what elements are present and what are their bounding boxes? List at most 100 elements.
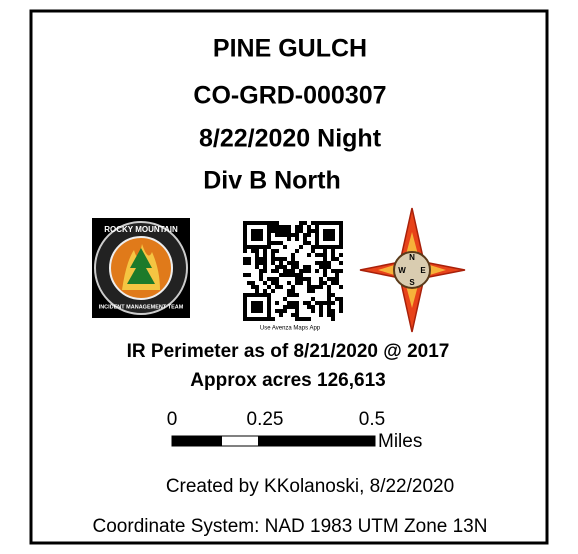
qr-module	[311, 245, 315, 249]
qr-module	[263, 221, 267, 225]
qr-module	[307, 301, 311, 305]
qr-module	[279, 229, 283, 233]
qr-module	[255, 253, 259, 257]
qr-module	[307, 253, 311, 257]
qr-module	[271, 317, 275, 321]
qr-module	[307, 289, 311, 293]
qr-caption: Use Avenza Maps App	[260, 326, 321, 332]
qr-module	[307, 269, 311, 273]
qr-module	[267, 229, 271, 233]
qr-module	[299, 221, 303, 225]
qr-module	[251, 281, 255, 285]
qr-module	[275, 277, 279, 281]
qr-module	[327, 237, 331, 241]
qr-module	[299, 269, 303, 273]
qr-module	[255, 221, 259, 225]
qr-module	[255, 237, 259, 241]
qr-module	[243, 225, 247, 229]
qr-module	[327, 289, 331, 293]
qr-module	[283, 245, 287, 249]
qr-module	[255, 309, 259, 313]
qr-module	[307, 225, 311, 229]
qr-module	[303, 237, 307, 241]
qr-module	[251, 221, 255, 225]
qr-module	[331, 309, 335, 313]
qr-module	[323, 229, 327, 233]
qr-module	[283, 225, 287, 229]
scale-label: 0	[167, 409, 178, 430]
qr-module	[255, 257, 259, 261]
qr-module	[267, 237, 271, 241]
qr-module	[263, 269, 267, 273]
qr-module	[291, 261, 295, 265]
qr-module	[251, 245, 255, 249]
compass-w: W	[398, 266, 406, 275]
qr-module	[327, 233, 331, 237]
qr-module	[287, 273, 291, 277]
qr-module	[319, 301, 323, 305]
qr-module	[243, 237, 247, 241]
qr-module	[255, 293, 259, 297]
qr-module	[271, 225, 275, 229]
qr-module	[243, 241, 247, 245]
qr-module	[331, 281, 335, 285]
qr-module	[339, 253, 343, 257]
qr-module	[307, 285, 311, 289]
qr-module	[267, 225, 271, 229]
qr-module	[327, 221, 331, 225]
qr-module	[255, 305, 259, 309]
qr-module	[287, 281, 291, 285]
qr-module	[319, 277, 323, 281]
qr-module	[267, 245, 271, 249]
qr-module	[339, 221, 343, 225]
qr-module	[331, 249, 335, 253]
qr-module	[307, 229, 311, 233]
coordinate-system: Coordinate System: NAD 1983 UTM Zone 13N	[93, 516, 488, 537]
qr-module	[279, 225, 283, 229]
qr-module	[299, 277, 303, 281]
qr-module	[263, 257, 267, 261]
qr-module	[323, 221, 327, 225]
qr-module	[307, 241, 311, 245]
qr-module	[251, 317, 255, 321]
qr-module	[323, 257, 327, 261]
qr-module	[275, 249, 279, 253]
qr-module	[339, 285, 343, 289]
qr-module	[339, 297, 343, 301]
qr-module	[279, 309, 283, 313]
qr-module	[339, 309, 343, 313]
logo-top-text: ROCKY MOUNTAIN	[104, 225, 178, 234]
qr-module	[291, 285, 295, 289]
fire-name: PINE GULCH	[213, 35, 367, 63]
qr-module	[247, 317, 251, 321]
qr-module	[323, 233, 327, 237]
qr-module	[243, 233, 247, 237]
qr-module	[335, 277, 339, 281]
qr-module	[323, 301, 327, 305]
qr-module	[315, 269, 319, 273]
qr-module	[299, 281, 303, 285]
qr-module	[279, 257, 283, 261]
qr-module	[287, 237, 291, 241]
qr-module	[291, 313, 295, 317]
qr-module	[339, 233, 343, 237]
qr-module	[251, 309, 255, 313]
compass: N W E S	[359, 207, 466, 333]
qr-module	[259, 221, 263, 225]
qr-module	[323, 265, 327, 269]
qr-module	[247, 221, 251, 225]
scale-label: 0.5	[359, 409, 385, 430]
qr-module	[311, 297, 315, 301]
qr-module	[331, 245, 335, 249]
qr-module	[335, 221, 339, 225]
qr-module	[295, 309, 299, 313]
qr-module	[291, 265, 295, 269]
qr-module	[243, 245, 247, 249]
qr-module	[319, 221, 323, 225]
qr-module	[291, 289, 295, 293]
qr-module	[263, 317, 267, 321]
qr-module	[335, 257, 339, 261]
qr-module	[247, 257, 251, 261]
qr-module	[311, 229, 315, 233]
